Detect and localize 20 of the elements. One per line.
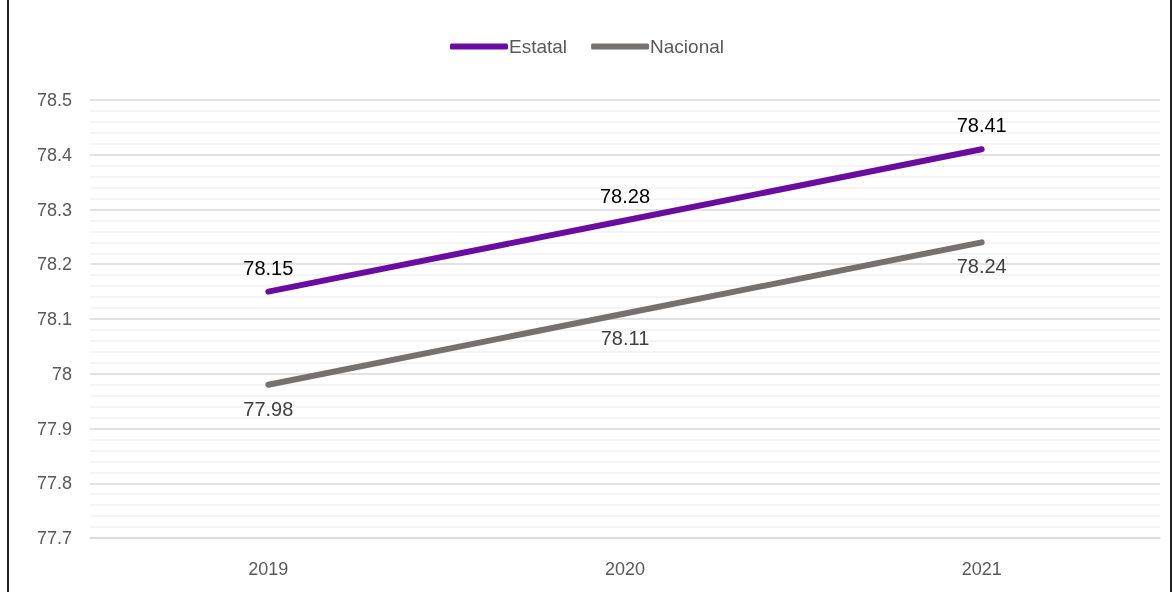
y-tick-label: 78.4 — [36, 144, 72, 165]
data-label: 78.24 — [956, 255, 1007, 278]
y-tick-label: 78 — [51, 363, 72, 384]
data-label: 78.28 — [599, 185, 651, 208]
x-tick-label: 2021 — [961, 559, 1002, 579]
legend-label: Estatal — [508, 36, 568, 57]
y-tick-label: 77.9 — [36, 418, 72, 439]
data-label: 78.41 — [956, 114, 1007, 137]
y-tick-label: 78.2 — [36, 254, 72, 275]
y-tick-label: 77.7 — [36, 528, 72, 548]
y-tick-label: 78.5 — [36, 90, 72, 110]
data-label: 77.98 — [243, 397, 294, 420]
y-tick-label: 78.3 — [36, 199, 72, 220]
data-label: 78.15 — [243, 256, 294, 279]
y-tick-label: 77.8 — [36, 473, 72, 494]
legend-label: Nacional — [650, 36, 725, 57]
x-tick-label: 2019 — [248, 559, 289, 579]
x-tick-label: 2020 — [604, 559, 646, 579]
data-label: 78.11 — [600, 326, 650, 349]
y-tick-label: 78.1 — [36, 309, 72, 329]
